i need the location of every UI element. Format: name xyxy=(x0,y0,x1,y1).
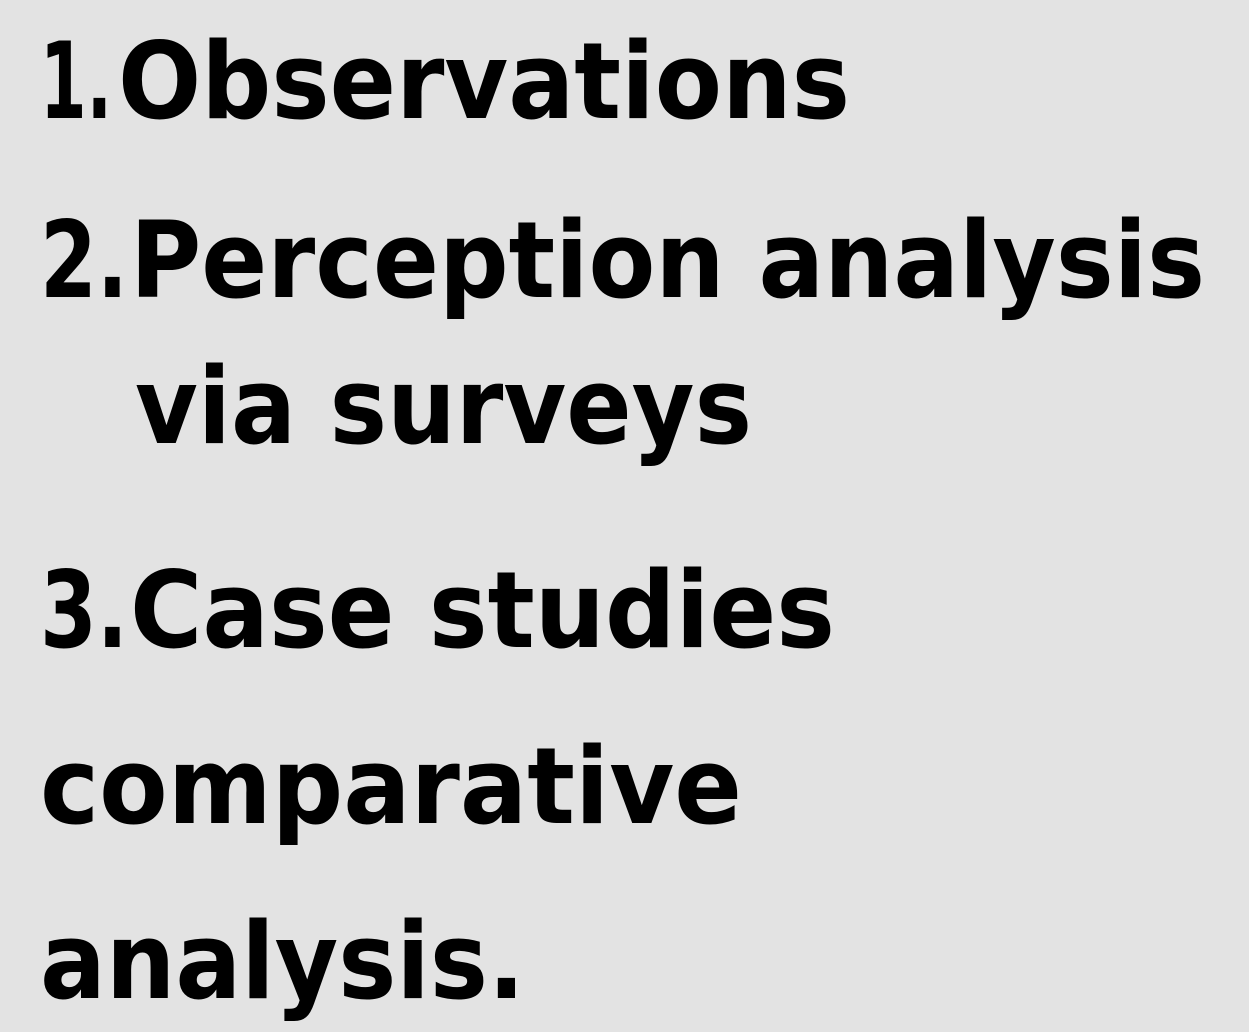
item-number: 2. xyxy=(40,199,128,322)
item-text: Observations xyxy=(118,20,850,143)
continuation-text: analysis. xyxy=(40,900,525,1023)
continuation-text: comparative xyxy=(40,725,742,848)
item-text: via surveys xyxy=(135,345,752,468)
item-text: Case studies xyxy=(130,549,835,672)
item-text: Perception analysis xyxy=(130,199,1205,322)
item-number: 3. xyxy=(40,549,128,672)
item-number: 1. xyxy=(40,20,112,143)
